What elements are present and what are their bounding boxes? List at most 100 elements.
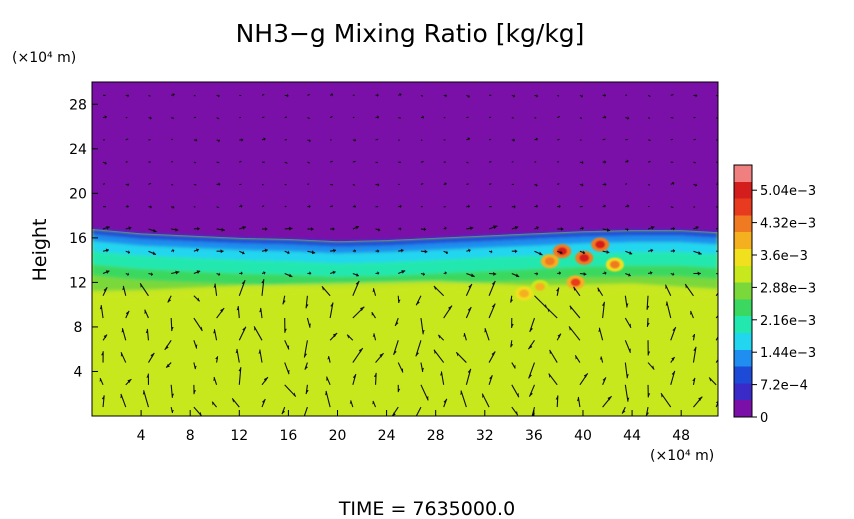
wind-vector [102,183,106,185]
wind-vector-head [232,398,235,403]
wind-vector-head [259,307,262,313]
wind-vector-head [104,161,107,165]
wind-vector-head [491,303,496,309]
wind-vector-head [489,375,493,380]
wind-vector-head [258,349,261,354]
wind-vector-head [241,280,246,285]
wind-vector-head [347,334,350,339]
wind-vector [214,283,218,296]
x-tick-label: 24 [378,428,396,444]
wind-vector [125,138,129,141]
wind-vector-head [484,328,487,333]
wind-vector-head [289,273,293,278]
wind-vector-head [99,378,102,382]
wind-vector-head [463,333,466,337]
wind-vector [284,161,288,164]
wind-vector-head [698,250,702,255]
wind-vector-head [287,369,290,375]
wind-vector-head [377,93,379,98]
wind-vector [511,161,514,163]
wind-vector-head [195,344,198,349]
wind-vector [420,183,424,185]
wind-vector-head [685,284,688,289]
wind-vector-head [392,412,396,416]
wind-vector-head [399,226,402,231]
wind-vector [146,328,150,341]
wind-vector-head [287,250,290,255]
wind-vector-head [493,225,498,230]
wind-vector [488,138,492,141]
wind-vector [647,139,651,141]
wind-vector [216,206,220,209]
wind-vector [148,182,152,185]
wind-vector-head [103,287,108,292]
wind-vector-head [604,160,607,165]
wind-vector-head [397,388,401,393]
wind-vector-head [354,248,356,253]
wind-vector [170,317,173,332]
y-tick-label: 24 [69,142,87,158]
wind-vector [557,138,560,141]
wind-vector-head [332,227,335,232]
wind-vector-head [218,93,220,98]
wind-vector-head [166,363,170,368]
wind-vector-head [535,137,538,142]
wind-vector [647,183,651,186]
upper-dry-region [92,82,718,242]
wind-vector-head [467,368,471,374]
wind-vector-head [515,410,518,416]
wind-vector-head [422,115,424,120]
wind-vector-head [152,251,156,255]
wind-vector [556,115,561,119]
wind-vector-head [560,227,564,232]
colorbar: 0 7.2e−4 1.44e−3 2.16e−3 2.88e−3 3.6e−3 4.32e−… [733,164,816,426]
wind-vector-head [438,334,441,339]
wind-vector-head [377,249,380,254]
wind-vector-head [629,250,633,255]
wind-vector-head [583,271,587,276]
moist-layer-band [92,264,718,288]
wind-vector [420,317,424,335]
wind-vector-head [241,137,244,142]
wind-vector-head [242,225,246,230]
wind-vector-head [529,392,533,397]
wind-vector-head [326,376,328,382]
wind-vector-head [240,204,243,209]
wind-vector-head [415,351,419,357]
wind-vector-head [240,271,243,276]
wind-vector-head [718,330,722,334]
x-tick-label: 44 [623,428,641,444]
wind-vector [488,161,492,163]
wind-vector-head [354,204,356,209]
wind-vector-head [467,306,472,312]
wind-vector [693,206,696,208]
wind-vector [239,160,242,163]
wind-vector-head [560,250,563,255]
wind-vector-head [321,286,325,291]
wind-vector-head [101,351,104,356]
wind-vector-head [695,225,699,230]
y-unit-label: (×10⁴ m) [12,50,76,66]
y-tick-label: 16 [69,231,87,247]
wind-vector-head [444,271,447,275]
wind-vector-head [555,395,558,400]
wind-vector [259,349,263,363]
wind-vector-head [528,344,533,350]
wind-vector-head [122,285,125,291]
y-tick-label: 28 [69,97,87,113]
wind-vector-head [172,248,175,253]
wind-vector-head [150,272,153,277]
wind-vector-head [220,308,225,313]
wind-vector [579,117,583,119]
wind-vector-head [556,287,559,292]
wind-vector-head [212,401,215,406]
wind-vector-head [513,364,516,369]
wind-vector-head [629,323,632,328]
wind-vector-head [356,272,359,277]
hotspot [579,253,590,262]
wind-vector-head [606,249,610,254]
wind-vector-head [196,270,201,275]
wind-vector-head [175,270,180,275]
wind-vector-head [127,272,129,277]
